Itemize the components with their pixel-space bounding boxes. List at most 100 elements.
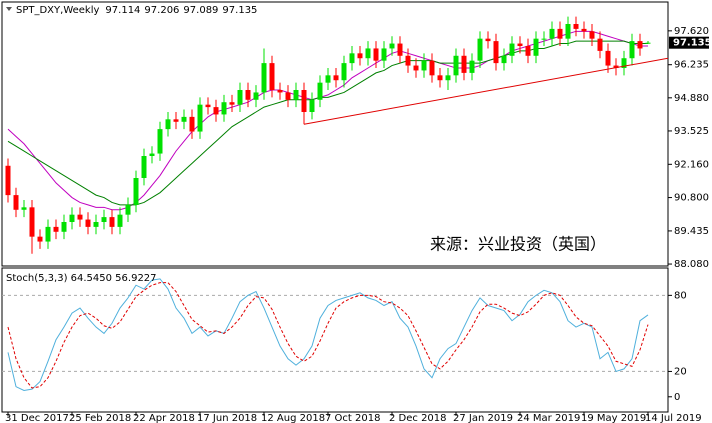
- candle-body: [421, 60, 427, 71]
- y-tick-label: 80: [674, 290, 687, 301]
- header-value: SPT_DXY,Weekly: [16, 5, 100, 16]
- header-value: 97.114: [105, 5, 140, 16]
- x-tick-label: 17 Jun 2018: [197, 413, 257, 423]
- candle-body: [45, 226, 51, 242]
- candle-body: [645, 42, 651, 44]
- candle-body: [213, 107, 219, 115]
- candle-body: [341, 63, 347, 81]
- x-tick-label: 7 Oct 2018: [325, 413, 380, 423]
- candle-body: [317, 82, 323, 100]
- x-tick-label: 27 Jan 2019: [453, 413, 513, 423]
- candle-body: [357, 53, 363, 59]
- chart-header: SPT_DXY,Weekly 97.114 97.206 97.089 97.135: [16, 5, 257, 16]
- y-tick-label: 93.525: [674, 126, 709, 137]
- candle-body: [349, 53, 355, 64]
- candle-body: [253, 92, 259, 100]
- candle-body: [69, 214, 75, 222]
- candle-body: [565, 24, 571, 39]
- candle-body: [277, 90, 283, 93]
- candle-body: [261, 63, 267, 93]
- candle-body: [365, 48, 371, 59]
- candle-body: [157, 129, 163, 154]
- annotation: 来源：兴业投资（英国）: [430, 235, 606, 254]
- x-tick-label: 12 Aug 2018: [261, 413, 325, 423]
- candle-body: [301, 90, 307, 112]
- candle-body: [293, 90, 299, 100]
- y-tick-label: 96.235: [674, 60, 709, 71]
- y-tick-label: 20: [674, 366, 687, 377]
- x-tick-label: 2 Dec 2018: [389, 413, 447, 423]
- candle-body: [21, 207, 27, 210]
- candle-body: [181, 116, 187, 122]
- candle-body: [37, 236, 43, 242]
- x-tick-label: 19 May 2019: [581, 413, 646, 423]
- x-tick-label: 31 Dec 2017: [5, 413, 69, 423]
- candle-body: [573, 24, 579, 29]
- price-marker-label: 97.135: [673, 38, 712, 49]
- header-value: 97.206: [144, 5, 179, 16]
- candle-body: [533, 38, 539, 56]
- candle-body: [229, 102, 235, 105]
- candle-body: [149, 153, 155, 156]
- candle-body: [461, 55, 467, 73]
- candle-body: [141, 156, 147, 178]
- moving-average: [7, 40, 648, 206]
- candle-body: [429, 60, 435, 76]
- candle-body: [381, 48, 387, 61]
- candle-body: [53, 226, 59, 232]
- candle-body: [613, 65, 619, 68]
- candle-body: [77, 214, 83, 220]
- candle-body: [453, 55, 459, 76]
- candle-body: [285, 92, 291, 100]
- candle-body: [61, 222, 67, 232]
- y-tick-label: 0: [674, 392, 680, 403]
- trendline: [303, 57, 668, 125]
- candle-body: [109, 217, 115, 227]
- x-tick-label: 14 Jul 2019: [645, 413, 702, 423]
- candle-body: [237, 90, 243, 105]
- y-tick-label: 92.160: [674, 159, 709, 170]
- candle-body: [173, 119, 179, 122]
- candle-body: [405, 55, 411, 66]
- candle-body: [589, 31, 595, 39]
- candle-body: [189, 116, 195, 132]
- x-tick-label: 24 Mar 2019: [517, 413, 580, 423]
- candle-body: [413, 65, 419, 71]
- candle-body: [133, 178, 139, 205]
- candle-body: [397, 43, 403, 56]
- stoch-line: [7, 278, 649, 391]
- indicator-title: Stoch(5,3,3) 64.5450 56.9227: [6, 273, 157, 284]
- candle-body: [125, 204, 131, 215]
- candle-body: [637, 41, 643, 49]
- y-tick-label: 89.435: [674, 226, 709, 237]
- candle-body: [517, 43, 523, 46]
- header-value: 97.135: [222, 5, 257, 16]
- candle-body: [269, 63, 275, 90]
- candle-body: [101, 217, 107, 222]
- candle-body: [373, 48, 379, 61]
- x-tick-label: 22 Apr 2018: [133, 413, 195, 423]
- stoch-line: [7, 282, 649, 389]
- candle-body: [485, 38, 491, 42]
- moving-average: [7, 30, 648, 211]
- candle-body: [117, 214, 123, 227]
- candle-body: [541, 38, 547, 40]
- candle-body: [221, 102, 227, 115]
- candle-body: [93, 222, 99, 227]
- y-tick-label: 94.880: [674, 93, 709, 104]
- candle-body: [325, 75, 331, 83]
- candle-body: [477, 38, 483, 61]
- candle-body: [437, 75, 443, 81]
- y-tick-label: 97.620: [674, 26, 709, 37]
- candle-body: [205, 104, 211, 108]
- candle-body: [309, 99, 315, 112]
- stoch-plot: [2, 278, 668, 391]
- candle-body: [581, 28, 587, 32]
- candle-body: [85, 219, 91, 227]
- y-tick-label: 88.080: [674, 259, 709, 270]
- candle-body: [501, 55, 507, 64]
- candle-body: [445, 75, 451, 81]
- header-value: 97.089: [183, 5, 218, 16]
- candle-body: [549, 28, 555, 39]
